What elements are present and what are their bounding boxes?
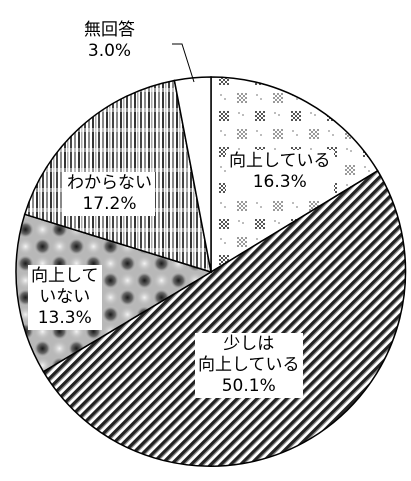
slice-1-label-line-2: 向上している [198,355,300,375]
slice-0-value: 16.3% [252,172,307,192]
pie-slice-1 [42,169,407,467]
slice-1-value: 50.1% [221,376,276,396]
slice-label-4: 無回答 3.0% [84,20,135,62]
slice-4-label-line: 無回答 [84,20,135,40]
slice-label-2: 向上して いない 13.3% [28,265,102,330]
slice-0-label-line: 向上している [229,151,331,171]
leader-line [172,43,195,83]
slice-label-3: わからない 17.2% [64,172,155,216]
slice-label-1: 少しは 向上している 50.1% [195,333,303,398]
slice-2-label-line-2: いない [39,287,91,307]
slice-4-value: 3.0% [87,41,132,61]
slice-2-value: 13.3% [37,308,92,328]
slice-label-0: 向上している 16.3% [226,150,334,194]
slice-2-label-line-1: 向上して [31,266,99,286]
slice-3-value: 17.2% [82,194,137,214]
pie-slice-2 [15,213,213,373]
slice-1-label-line-1: 少しは [223,334,275,354]
slice-3-label-line: わからない [67,173,152,193]
